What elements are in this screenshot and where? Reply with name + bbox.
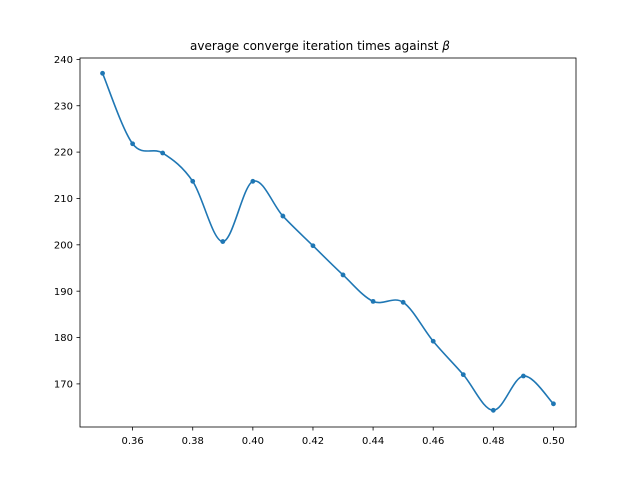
x-tick-label: 0.36 xyxy=(121,436,143,447)
data-point xyxy=(220,239,226,244)
data-point xyxy=(130,141,136,147)
series-line xyxy=(101,72,555,412)
data-point xyxy=(520,373,526,379)
data-point xyxy=(490,407,496,413)
y-tick-label: 170 xyxy=(54,379,73,390)
data-point xyxy=(310,243,316,249)
x-tick-label: 0.42 xyxy=(302,436,324,447)
data-point xyxy=(280,213,286,219)
x-tick-label: 0.50 xyxy=(542,436,564,447)
plot-area xyxy=(100,70,556,413)
data-point xyxy=(190,178,196,184)
data-point xyxy=(100,70,105,76)
data-point xyxy=(400,299,406,305)
x-tick-label: 0.48 xyxy=(482,436,504,447)
data-point xyxy=(160,150,166,156)
y-tick-label: 210 xyxy=(54,194,73,205)
chart-title: average converge iteration times against… xyxy=(190,39,450,53)
y-tick-label: 200 xyxy=(54,240,73,251)
data-point xyxy=(370,298,376,304)
data-point xyxy=(551,401,556,407)
data-point xyxy=(250,178,256,184)
data-point xyxy=(430,338,436,344)
axis-ticks: 0.36 0.38 0.40 0.42 0.44 0.46 0.48 0.50 170 180 19… xyxy=(54,55,565,447)
x-tick-label: 0.38 xyxy=(182,436,204,447)
plot-frame xyxy=(79,57,577,428)
x-tick-label: 0.44 xyxy=(362,436,384,447)
chart-title-beta-symbol: β xyxy=(441,39,450,53)
y-tick-label: 190 xyxy=(54,287,73,298)
data-point xyxy=(460,372,466,378)
y-tick-label: 180 xyxy=(54,333,73,344)
data-point xyxy=(340,272,346,278)
y-tick-label: 220 xyxy=(54,148,73,159)
x-tick-label: 0.40 xyxy=(242,436,264,447)
chart-title-text: average converge iteration times against xyxy=(190,39,442,53)
y-tick-label: 230 xyxy=(54,101,73,112)
y-tick-label: 240 xyxy=(54,55,73,66)
x-tick-label: 0.46 xyxy=(422,436,444,447)
